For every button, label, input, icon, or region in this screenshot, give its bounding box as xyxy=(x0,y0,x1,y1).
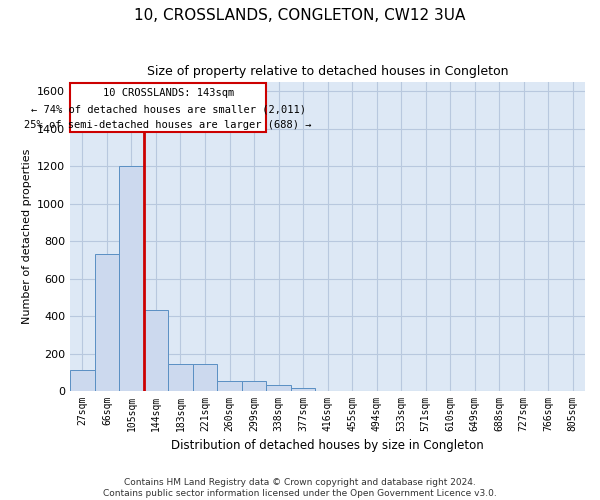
Y-axis label: Number of detached properties: Number of detached properties xyxy=(22,149,32,324)
X-axis label: Distribution of detached houses by size in Congleton: Distribution of detached houses by size … xyxy=(171,440,484,452)
Bar xyxy=(95,254,119,391)
Text: Contains HM Land Registry data © Crown copyright and database right 2024.
Contai: Contains HM Land Registry data © Crown c… xyxy=(103,478,497,498)
Bar xyxy=(193,364,217,391)
FancyBboxPatch shape xyxy=(70,83,266,132)
Text: ← 74% of detached houses are smaller (2,011): ← 74% of detached houses are smaller (2,… xyxy=(31,104,306,115)
Bar xyxy=(70,370,95,391)
Text: 10 CROSSLANDS: 143sqm: 10 CROSSLANDS: 143sqm xyxy=(103,88,234,98)
Bar xyxy=(291,388,316,391)
Text: 25% of semi-detached houses are larger (688) →: 25% of semi-detached houses are larger (… xyxy=(25,120,312,130)
Bar xyxy=(144,310,168,391)
Bar xyxy=(168,364,193,391)
Bar xyxy=(242,381,266,391)
Bar xyxy=(266,386,291,391)
Title: Size of property relative to detached houses in Congleton: Size of property relative to detached ho… xyxy=(147,65,508,78)
Text: 10, CROSSLANDS, CONGLETON, CW12 3UA: 10, CROSSLANDS, CONGLETON, CW12 3UA xyxy=(134,8,466,22)
Bar xyxy=(119,166,144,391)
Bar xyxy=(217,381,242,391)
